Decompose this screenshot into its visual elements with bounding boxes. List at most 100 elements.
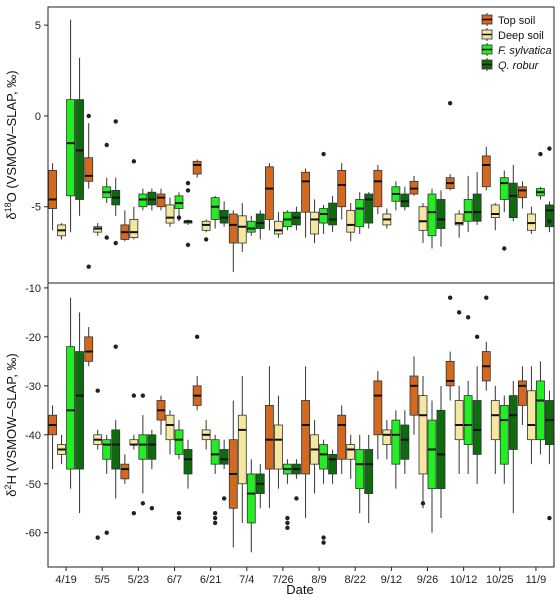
x-tick-label: 5/5 — [95, 574, 110, 586]
box-9/26-series-0 — [409, 356, 419, 435]
outlier-point — [285, 515, 290, 521]
y-axis-title: δ2H (VSMOW–SLAP, ‰) — [3, 353, 19, 497]
box-iqr — [481, 155, 491, 188]
box-11/9-series-1 — [527, 206, 536, 234]
box-11/9-series-1 — [527, 366, 536, 465]
box-iqr — [192, 160, 202, 175]
box-iqr — [174, 429, 184, 455]
box-5/23-series-3 — [147, 188, 157, 211]
outlier-point — [104, 235, 109, 240]
x-tick-label: 9/12 — [381, 574, 402, 586]
box-iqr — [472, 193, 482, 222]
box-10/25-series-0 — [481, 146, 491, 191]
box-iqr — [499, 405, 509, 465]
y-tick-label: -40 — [25, 430, 41, 442]
y-tick-label: -5 — [31, 202, 41, 214]
box-iqr — [265, 405, 274, 470]
box-11/9-series-0 — [518, 181, 527, 209]
box-iqr — [301, 171, 310, 213]
box-iqr — [490, 204, 500, 219]
x-tick-label: 7/4 — [239, 574, 254, 586]
box-iqr — [346, 209, 356, 233]
panel-frame — [47, 282, 555, 568]
outlier-point — [176, 515, 182, 521]
legend: Top soil Deep soil F. sylvatica Q. robur — [481, 13, 552, 72]
y-tick-label: -10 — [25, 283, 41, 295]
box-iqr — [84, 157, 94, 182]
outlier-point — [113, 240, 118, 246]
box-6/7-series-2 — [174, 192, 184, 222]
box-iqr — [355, 199, 365, 228]
outlier-point — [131, 159, 137, 164]
outlier-point — [465, 315, 471, 320]
outlier-point — [285, 520, 290, 526]
box-8/22-series-1 — [346, 434, 356, 479]
box-iqr — [355, 449, 365, 490]
box-5/5-series-2 — [102, 434, 112, 535]
x-tick-label: 6/21 — [200, 574, 221, 586]
box-7/26-series-0 — [265, 366, 274, 509]
box-iqr — [66, 99, 75, 197]
outlier-point — [176, 510, 182, 516]
box-10/25-series-1 — [490, 385, 500, 474]
box-6/21-series-3 — [219, 439, 229, 501]
box-iqr — [237, 414, 247, 485]
box-9/12-series-1 — [382, 208, 392, 229]
box-iqr — [436, 409, 446, 490]
box-iqr — [536, 380, 545, 441]
box-iqr — [454, 213, 464, 226]
box-iqr — [463, 199, 473, 222]
outlier-point — [502, 246, 507, 251]
y-axis-title-superscript: 18 — [3, 202, 13, 212]
box-iqr — [228, 213, 238, 244]
outlier-point — [176, 215, 182, 220]
box-iqr — [527, 390, 536, 441]
box-7/4-series-2 — [246, 215, 256, 236]
x-tick-label: 10/25 — [486, 574, 514, 586]
y-tick-label: -20 — [25, 332, 41, 344]
box-4/19-series-3 — [75, 312, 84, 514]
outlier-point — [95, 388, 100, 393]
box-8/9-series-2 — [319, 439, 328, 545]
box-7/26-series-1 — [274, 212, 283, 238]
box-iqr — [237, 215, 247, 244]
box-iqr — [499, 177, 509, 200]
box-4/19-series-2 — [66, 19, 75, 233]
x-tick-label: 5/23 — [128, 574, 149, 586]
legend-entry: Top soil — [481, 13, 535, 27]
outlier-point — [547, 515, 552, 521]
y-axis-title: δ18O (VSMOW–SLAP, ‰) — [3, 70, 19, 219]
legend-label: F. sylvatica — [498, 45, 552, 57]
box-6/21-series-0 — [192, 334, 202, 411]
box-6/7-series-2 — [174, 420, 184, 521]
box-8/9-series-0 — [301, 168, 310, 238]
y-tick-label: -30 — [25, 381, 41, 393]
box-iqr — [310, 211, 319, 235]
outlier-point — [474, 334, 480, 340]
box-7/4-series-1 — [237, 203, 247, 253]
x-tick-label: 6/7 — [167, 574, 182, 586]
box-8/22-series-0 — [337, 405, 347, 474]
box-iqr — [210, 197, 220, 220]
box-7/4-series-3 — [255, 210, 265, 240]
box-9/12-series-1 — [382, 420, 392, 460]
box-iqr — [246, 220, 256, 233]
box-5/5-series-0 — [84, 113, 94, 269]
outlier-point — [484, 295, 489, 300]
box-iqr — [328, 453, 337, 475]
box-9/26-series-1 — [418, 376, 428, 509]
box-7/26-series-1 — [274, 395, 283, 489]
box-9/26-series-2 — [427, 188, 437, 249]
outlier-point — [131, 510, 137, 516]
box-7/26-series-3 — [292, 206, 301, 231]
box-11/9-series-2 — [536, 151, 545, 200]
legend-label: Top soil — [498, 15, 535, 27]
box-iqr — [265, 166, 274, 220]
box-9/12-series-0 — [373, 371, 383, 460]
box-10/12-series-2 — [463, 315, 473, 474]
outlier-point — [538, 151, 543, 157]
box-8/22-series-0 — [337, 163, 347, 220]
box-10/12-series-3 — [472, 334, 482, 484]
box-5/5-series-1 — [93, 223, 103, 236]
